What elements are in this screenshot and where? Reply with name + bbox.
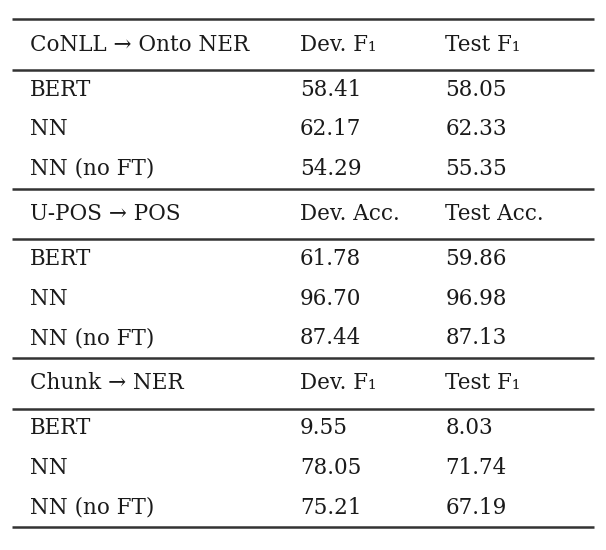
Text: 71.74: 71.74 xyxy=(445,457,507,479)
Text: NN: NN xyxy=(30,457,68,479)
Text: NN (no FT): NN (no FT) xyxy=(30,158,155,180)
Text: BERT: BERT xyxy=(30,417,92,439)
Text: Dev. Acc.: Dev. Acc. xyxy=(300,203,400,225)
Text: 61.78: 61.78 xyxy=(300,248,361,270)
Text: 62.33: 62.33 xyxy=(445,118,507,140)
Text: 9.55: 9.55 xyxy=(300,417,348,439)
Text: Test Acc.: Test Acc. xyxy=(445,203,544,225)
Text: 96.98: 96.98 xyxy=(445,288,507,310)
Text: Test F₁: Test F₁ xyxy=(445,34,521,56)
Text: BERT: BERT xyxy=(30,79,92,101)
Text: BERT: BERT xyxy=(30,248,92,270)
Text: CoNLL → Onto NER: CoNLL → Onto NER xyxy=(30,34,250,56)
Text: Test F₁: Test F₁ xyxy=(445,372,521,394)
Text: U-POS → POS: U-POS → POS xyxy=(30,203,181,225)
Text: 59.86: 59.86 xyxy=(445,248,507,270)
Text: 78.05: 78.05 xyxy=(300,457,361,479)
Text: Chunk → NER: Chunk → NER xyxy=(30,372,184,394)
Text: 87.44: 87.44 xyxy=(300,327,361,349)
Text: 67.19: 67.19 xyxy=(445,497,507,519)
Text: 54.29: 54.29 xyxy=(300,158,362,180)
Text: 75.21: 75.21 xyxy=(300,497,361,519)
Text: NN: NN xyxy=(30,118,68,140)
Text: 96.70: 96.70 xyxy=(300,288,361,310)
Text: NN (no FT): NN (no FT) xyxy=(30,327,155,349)
Text: 62.17: 62.17 xyxy=(300,118,361,140)
Text: 87.13: 87.13 xyxy=(445,327,507,349)
Text: 8.03: 8.03 xyxy=(445,417,493,439)
Text: 58.05: 58.05 xyxy=(445,79,507,101)
Text: 55.35: 55.35 xyxy=(445,158,507,180)
Text: 58.41: 58.41 xyxy=(300,79,361,101)
Text: Dev. F₁: Dev. F₁ xyxy=(300,372,376,394)
Text: NN (no FT): NN (no FT) xyxy=(30,497,155,519)
Text: NN: NN xyxy=(30,288,68,310)
Text: Dev. F₁: Dev. F₁ xyxy=(300,34,376,56)
